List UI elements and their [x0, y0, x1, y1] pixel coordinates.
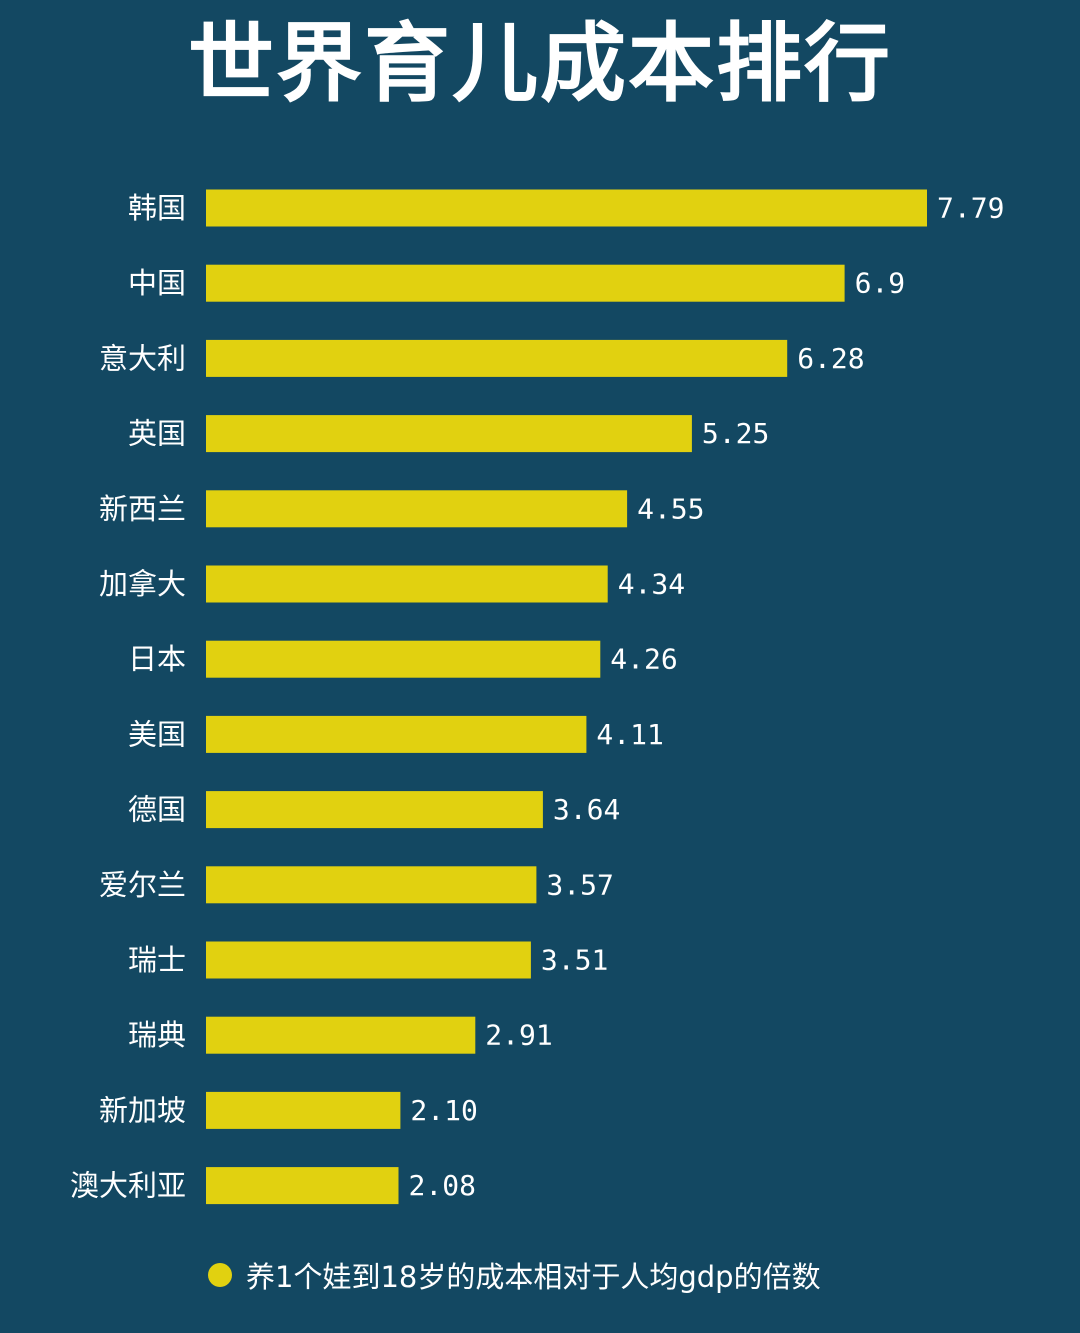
category-label: 瑞典 [128, 1018, 186, 1052]
bar [206, 791, 543, 829]
value-label: 4.11 [596, 718, 663, 751]
legend-marker-icon [208, 1263, 232, 1287]
category-label: 英国 [128, 417, 186, 451]
value-label: 7.79 [937, 192, 1004, 225]
value-label: 4.55 [637, 492, 704, 525]
value-label: 6.9 [855, 267, 906, 300]
category-label: 爱尔兰 [99, 868, 186, 902]
legend-label: 养1个娃到18岁的成本相对于人均gdp的倍数 [246, 1260, 821, 1294]
bar [206, 415, 692, 453]
value-label: 3.64 [553, 793, 620, 826]
category-label: 瑞士 [128, 943, 186, 977]
value-label: 2.91 [485, 1019, 552, 1052]
bar [206, 715, 587, 753]
bar [206, 1091, 401, 1129]
category-label: 意大利 [99, 341, 186, 375]
bar [206, 565, 608, 603]
category-label: 澳大利亚 [70, 1169, 186, 1203]
value-label: 4.26 [610, 643, 677, 676]
chart-legend: 养1个娃到18岁的成本相对于人均gdp的倍数 [208, 1250, 821, 1300]
bar [206, 189, 927, 227]
category-label: 中国 [128, 266, 186, 300]
bar [206, 264, 845, 302]
bar [206, 490, 628, 528]
value-label: 5.25 [702, 417, 769, 450]
category-label: 德国 [128, 793, 186, 827]
value-label: 4.34 [618, 568, 685, 601]
category-label: 加拿大 [99, 567, 186, 601]
value-label: 2.08 [409, 1169, 476, 1202]
bar [206, 339, 788, 377]
category-label: 新加坡 [99, 1093, 186, 1127]
bar [206, 866, 537, 904]
value-label: 6.28 [797, 342, 864, 375]
category-label: 韩国 [128, 191, 186, 225]
value-label: 3.51 [541, 944, 608, 977]
category-label: 新西兰 [99, 492, 186, 526]
bar [206, 1167, 399, 1205]
bar [206, 941, 531, 979]
category-label: 日本 [128, 642, 186, 676]
bar [206, 1016, 476, 1054]
value-label: 3.57 [546, 868, 613, 901]
category-label: 美国 [128, 717, 186, 751]
chart-title: 世界育儿成本排行 [188, 14, 892, 114]
bar [206, 640, 601, 678]
value-label: 2.10 [410, 1094, 477, 1127]
